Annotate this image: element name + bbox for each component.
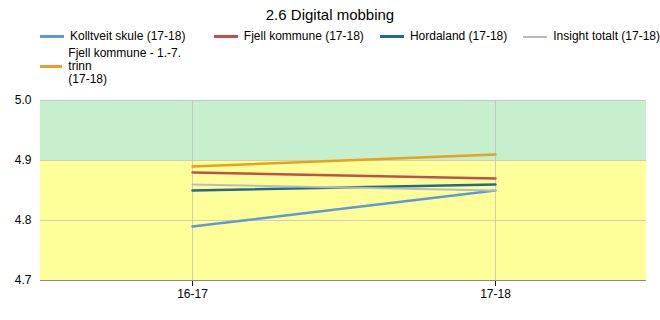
svg-text:4.8: 4.8 bbox=[15, 213, 32, 227]
html-text:2.6 Digital mobbing: 2.6 Digital mobbing bbox=[265, 6, 395, 23]
html-text:Fjell kommune - 1.-7. trinn (1: Fjell kommune - 1.-7. trinn (17-18) bbox=[68, 46, 181, 86]
html-text:Fjell kommune (17-18): Fjell kommune (17-18) bbox=[243, 29, 364, 43]
svg-text:4.7: 4.7 bbox=[15, 273, 32, 287]
html-text:Kolltveit skule (17-18): Kolltveit skule (17-18) bbox=[70, 29, 186, 43]
html-text:Insight totalt (17-18): Insight totalt (17-18) bbox=[553, 29, 660, 43]
svg-text:16-17: 16-17 bbox=[177, 287, 208, 301]
svg-text:5.0: 5.0 bbox=[15, 93, 32, 107]
html-text:Hordaland (17-18): Hordaland (17-18) bbox=[409, 29, 508, 43]
svg-text:17-18: 17-18 bbox=[480, 287, 511, 301]
svg-text:4.9: 4.9 bbox=[15, 153, 32, 167]
